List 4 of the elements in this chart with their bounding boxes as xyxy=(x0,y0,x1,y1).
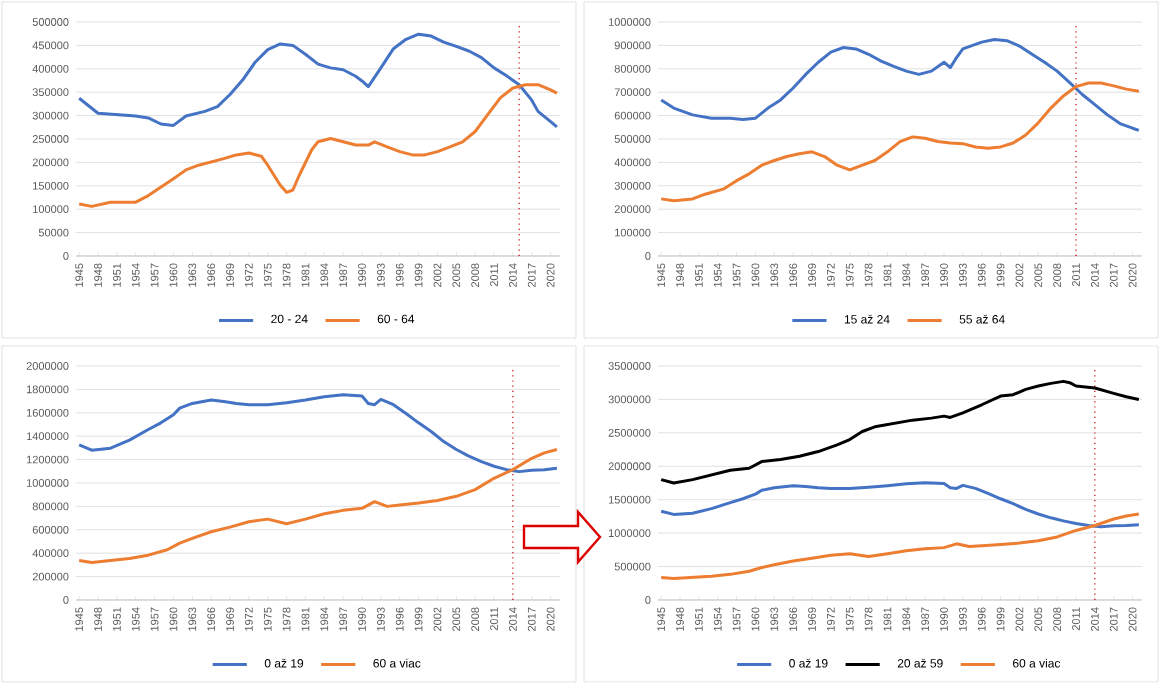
line-series xyxy=(659,38,1141,132)
line-series xyxy=(659,481,1141,529)
line-series xyxy=(77,393,559,474)
line-series xyxy=(77,448,559,565)
